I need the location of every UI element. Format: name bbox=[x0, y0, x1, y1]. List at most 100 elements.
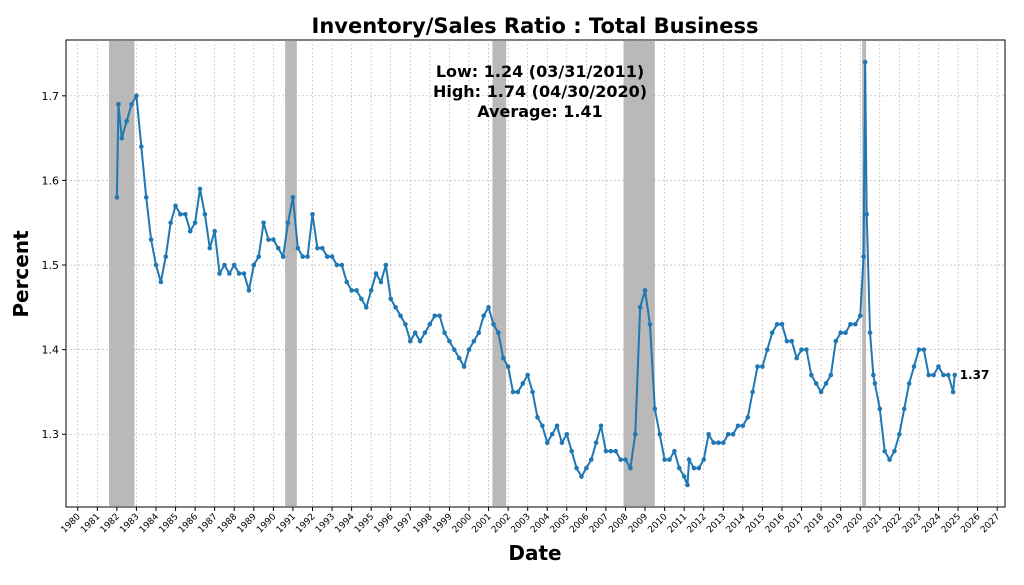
x-tick-label: 1994 bbox=[333, 512, 356, 535]
x-tick-label: 1991 bbox=[275, 512, 298, 535]
data-point bbox=[833, 338, 839, 344]
data-point bbox=[745, 415, 751, 420]
data-point bbox=[266, 237, 271, 242]
data-point bbox=[608, 448, 614, 454]
x-tick-label: 2009 bbox=[627, 512, 650, 535]
data-point bbox=[740, 423, 746, 429]
data-point bbox=[241, 271, 247, 276]
data-point bbox=[412, 330, 418, 336]
data-point bbox=[520, 381, 526, 386]
recession-band bbox=[492, 40, 507, 507]
data-point bbox=[417, 338, 423, 344]
data-point bbox=[315, 245, 320, 251]
data-point bbox=[271, 237, 276, 242]
y-tick-label: 1.7 bbox=[42, 90, 60, 103]
data-point bbox=[388, 296, 394, 302]
x-tick-label: 2024 bbox=[920, 512, 943, 535]
data-point bbox=[452, 347, 457, 352]
data-point bbox=[926, 372, 932, 378]
data-point bbox=[408, 338, 413, 344]
data-point bbox=[637, 305, 643, 310]
x-tick-label: 2006 bbox=[568, 512, 591, 535]
data-point bbox=[202, 211, 208, 217]
data-point bbox=[393, 305, 398, 310]
data-point bbox=[168, 220, 173, 226]
x-tick-label: 1985 bbox=[157, 512, 180, 535]
data-point bbox=[618, 457, 623, 462]
data-point bbox=[632, 431, 638, 437]
data-point bbox=[134, 93, 139, 99]
data-point bbox=[862, 59, 868, 65]
data-point bbox=[491, 321, 496, 327]
data-point bbox=[124, 118, 129, 124]
data-point bbox=[549, 431, 555, 437]
x-tick-label: 1980 bbox=[60, 512, 83, 535]
x-tick-label: 2002 bbox=[490, 512, 513, 535]
data-point bbox=[799, 347, 804, 352]
data-point bbox=[334, 262, 340, 268]
data-point bbox=[246, 288, 252, 293]
x-tick-label: 2010 bbox=[646, 512, 669, 535]
x-tick-label: 2017 bbox=[783, 512, 806, 535]
data-point bbox=[319, 245, 325, 251]
data-point bbox=[505, 364, 511, 369]
data-point bbox=[760, 364, 765, 369]
data-point bbox=[349, 288, 354, 293]
plot-frame bbox=[65, 39, 1006, 508]
data-point bbox=[931, 372, 936, 378]
x-tick-label: 1984 bbox=[138, 512, 161, 535]
data-point bbox=[114, 195, 120, 200]
data-point bbox=[882, 448, 887, 454]
y-tick-label: 1.5 bbox=[42, 259, 60, 272]
data-point bbox=[324, 254, 330, 259]
data-point bbox=[143, 195, 149, 200]
data-point bbox=[691, 465, 697, 471]
data-point bbox=[285, 220, 291, 226]
data-point bbox=[280, 254, 286, 259]
data-point bbox=[153, 262, 159, 268]
x-tick-label: 1997 bbox=[392, 512, 415, 535]
data-point bbox=[116, 101, 121, 107]
data-point bbox=[809, 372, 814, 378]
x-tick-label: 2000 bbox=[451, 512, 474, 535]
data-point bbox=[662, 457, 667, 462]
x-tick-label: 2016 bbox=[764, 512, 787, 535]
data-point bbox=[422, 330, 428, 336]
data-point bbox=[711, 440, 716, 446]
data-point bbox=[569, 448, 574, 454]
data-point bbox=[593, 440, 599, 446]
data-point bbox=[848, 321, 853, 327]
data-point bbox=[554, 423, 560, 429]
data-point bbox=[437, 313, 442, 319]
data-point bbox=[368, 288, 374, 293]
x-tick-label: 2022 bbox=[881, 512, 904, 535]
annotation: Low: 1.24 (03/31/2011) bbox=[436, 62, 644, 81]
data-point bbox=[721, 440, 726, 446]
x-tick-label: 2019 bbox=[823, 512, 846, 535]
data-point bbox=[672, 448, 677, 454]
x-tick-label: 1982 bbox=[99, 512, 122, 535]
data-point bbox=[432, 313, 438, 319]
data-point bbox=[887, 457, 892, 462]
data-point bbox=[222, 262, 227, 268]
data-point bbox=[892, 448, 897, 454]
data-point bbox=[119, 135, 125, 141]
x-tick-label: 2021 bbox=[862, 512, 885, 535]
data-point bbox=[275, 245, 281, 251]
data-point bbox=[735, 423, 741, 429]
data-point bbox=[481, 313, 486, 319]
x-tick-label: 1996 bbox=[373, 512, 396, 535]
data-point bbox=[383, 262, 389, 268]
data-point bbox=[251, 262, 257, 268]
data-point bbox=[676, 465, 682, 471]
data-point bbox=[843, 330, 848, 336]
data-point bbox=[403, 321, 408, 327]
data-point bbox=[148, 237, 154, 242]
data-point bbox=[163, 254, 169, 259]
data-point bbox=[354, 288, 359, 293]
data-point bbox=[584, 465, 589, 471]
data-point bbox=[667, 457, 672, 462]
data-point bbox=[725, 431, 731, 437]
annotation: Average: 1.41 bbox=[477, 102, 603, 121]
recession-band bbox=[109, 40, 135, 507]
